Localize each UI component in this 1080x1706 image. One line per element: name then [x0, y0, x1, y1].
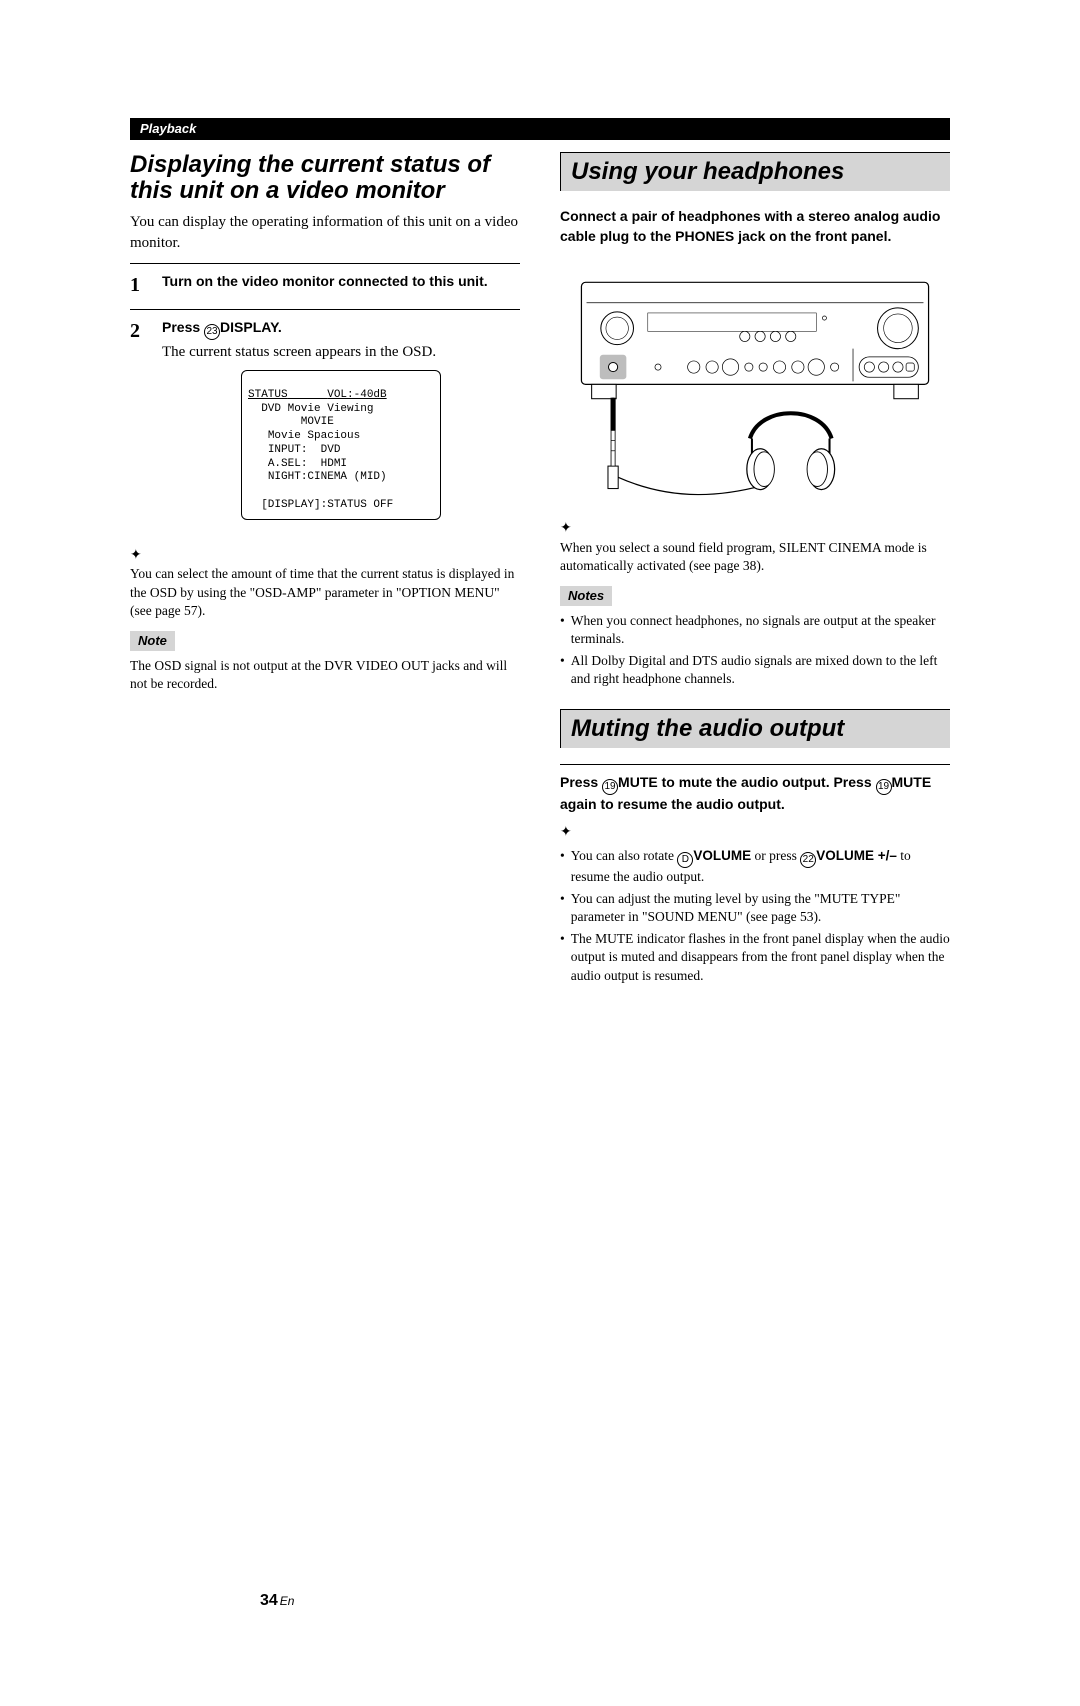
page: Playback Displaying the current status o…: [130, 118, 950, 1646]
list-item: You can adjust the muting level by using…: [560, 890, 950, 926]
step-1-number: 1: [130, 272, 162, 299]
mute-tip-b: You can adjust the muting level by using…: [571, 890, 950, 926]
mute-tip-a-pre: You can also rotate: [571, 848, 678, 863]
step-2: 2 Press 23DISPLAY. The current status sc…: [130, 309, 520, 536]
headphones-section-title: Using your headphones: [560, 152, 950, 191]
osd-l7: [DISPLAY]:STATUS OFF: [261, 499, 393, 511]
headphones-notes-list: When you connect headphones, no signals …: [560, 612, 950, 689]
headphones-tip-text: When you select a sound field program, S…: [560, 540, 927, 573]
mute-instruction: Press 19MUTE to mute the audio output. P…: [560, 773, 950, 815]
section-bar: Playback: [130, 118, 950, 140]
step-2-number: 2: [130, 318, 162, 345]
volume-label: VOLUME: [693, 848, 751, 863]
list-item: The MUTE indicator flashes in the front …: [560, 930, 950, 985]
headphones-figure: [560, 266, 950, 503]
muting-section-title: Muting the audio output: [560, 709, 950, 748]
left-column: Displaying the current status of this un…: [130, 152, 520, 989]
circled-19-icon: 19: [602, 779, 618, 795]
mute-tip-icon-row: [560, 823, 950, 843]
tip-icon: [130, 547, 146, 562]
mute-button-label: MUTE: [618, 774, 658, 790]
osd-status-label: STATUS: [248, 389, 288, 401]
osd-l2: MOVIE: [261, 416, 334, 428]
step-2-instruction: Press 23DISPLAY.: [162, 318, 520, 340]
mute-tip-a: You can also rotate DVOLUME or press 22V…: [571, 847, 950, 886]
right-column: Using your headphones Connect a pair of …: [560, 152, 950, 989]
mute-t1: Press: [560, 774, 602, 790]
headphones-intro: Connect a pair of headphones with a ster…: [560, 207, 950, 246]
circled-19-icon: 19: [876, 779, 892, 795]
page-number-value: 34: [260, 1592, 278, 1609]
osd-status-box: STATUS VOL:-40dB DVD Movie Viewing MOVIE…: [241, 370, 441, 520]
osd-vol: VOL:-40dB: [327, 389, 386, 401]
page-number: 34En: [260, 1590, 294, 1612]
headphones-note-2: All Dolby Digital and DTS audio signals …: [571, 652, 950, 688]
page-lang: En: [280, 1594, 295, 1608]
osd-l1: DVD Movie Viewing: [261, 403, 373, 415]
mute-tips-list: You can also rotate DVOLUME or press 22V…: [560, 847, 950, 985]
volume-pm-label: VOLUME +/–: [816, 848, 897, 863]
circled-23-icon: 23: [204, 324, 220, 340]
tip-icon: [560, 824, 576, 839]
mute-tip-a-mid: or press: [751, 848, 800, 863]
step-2-period: .: [278, 319, 282, 335]
mute-t3: again to resume the audio output.: [560, 796, 785, 812]
step-2-press: Press: [162, 319, 204, 335]
rule: [560, 764, 950, 765]
mute-tip-c: The MUTE indicator flashes in the front …: [571, 930, 950, 985]
list-item: When you connect headphones, no signals …: [560, 612, 950, 648]
left-intro: You can display the operating informatio…: [130, 212, 520, 253]
display-button-label: DISPLAY: [220, 319, 278, 335]
osd-l4: INPUT: DVD: [268, 444, 341, 456]
osd-l6: NIGHT:CINEMA (MID): [268, 471, 387, 483]
osd-l3: Movie Spacious: [268, 430, 360, 442]
tip-icon: [560, 520, 576, 535]
step-2-body: The current status screen appears in the…: [162, 342, 520, 362]
circled-22-icon: 22: [800, 852, 816, 868]
headphones-tip: When you select a sound field program, S…: [560, 519, 950, 575]
left-tip-text: You can select the amount of time that t…: [130, 566, 514, 617]
notes-label: Notes: [560, 586, 612, 606]
mute-t2: to mute the audio output. Press: [658, 774, 876, 790]
step-1: 1 Turn on the video monitor connected to…: [130, 263, 520, 299]
two-column-layout: Displaying the current status of this un…: [130, 152, 950, 989]
left-section-title: Displaying the current status of this un…: [130, 152, 520, 205]
step-1-text: Turn on the video monitor connected to t…: [162, 272, 520, 291]
note-label: Note: [130, 631, 175, 651]
note-text: The OSD signal is not output at the DVR …: [130, 657, 520, 693]
left-tip: You can select the amount of time that t…: [130, 546, 520, 621]
list-item: You can also rotate DVOLUME or press 22V…: [560, 847, 950, 886]
osd-l5: A.SEL: HDMI: [268, 458, 347, 470]
circled-D-icon: D: [677, 852, 693, 868]
mute-button-label: MUTE: [892, 774, 932, 790]
list-item: All Dolby Digital and DTS audio signals …: [560, 652, 950, 688]
headphones-note-1: When you connect headphones, no signals …: [571, 612, 950, 648]
